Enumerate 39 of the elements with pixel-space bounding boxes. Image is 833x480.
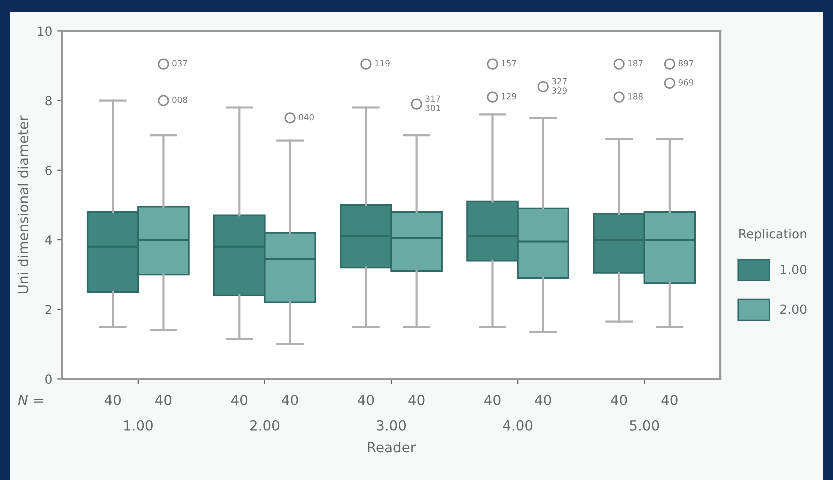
text: 40 <box>484 394 501 406</box>
legend-label: 1.00 <box>781 265 807 274</box>
y-tick-label: 6 <box>46 166 52 176</box>
annotation: 187 <box>628 60 643 67</box>
y-tick-label: 0 <box>46 374 52 384</box>
annotation: 188 <box>628 93 643 100</box>
text: 40 <box>282 394 298 406</box>
annotation: 119 <box>375 60 390 67</box>
annotation: 327 329 <box>552 78 568 94</box>
text: 40 <box>231 394 248 406</box>
y-axis-title: Uni dimensional diameter <box>18 116 29 294</box>
annotation: 157 <box>502 60 516 67</box>
annotation: 008 <box>172 96 188 104</box>
x-tick-label: 2.00 <box>250 420 280 431</box>
text: 40 <box>611 394 628 406</box>
legend-label: 2.00 <box>780 304 807 314</box>
legend-title: Replication <box>740 229 806 242</box>
text: N = <box>18 395 43 406</box>
y-tick-label: 8 <box>46 96 52 106</box>
text: 40 <box>156 394 172 406</box>
text: 40 <box>535 394 552 406</box>
y-tick-label: 2 <box>46 305 52 314</box>
annotation: 129 <box>502 93 516 100</box>
x-tick-label: 3.00 <box>377 420 406 431</box>
x-tick-label: 4.00 <box>503 420 533 431</box>
text: 40 <box>408 394 425 406</box>
x-axis-title: Reader <box>368 442 416 453</box>
text: 40 <box>662 394 678 406</box>
annotation: 317 301 <box>426 96 440 112</box>
x-tick-label: 5.00 <box>630 420 660 431</box>
x-tick-label: 1.00 <box>124 420 153 431</box>
y-tick-label: 10 <box>38 26 52 36</box>
text: 40 <box>104 394 122 406</box>
text: 40 <box>358 394 374 406</box>
annotation: 897 <box>678 60 694 67</box>
annotation: 040 <box>299 114 314 121</box>
y-tick-label: 4 <box>45 236 52 245</box>
annotation: 969 <box>678 80 694 86</box>
annotation: 037 <box>172 60 188 67</box>
